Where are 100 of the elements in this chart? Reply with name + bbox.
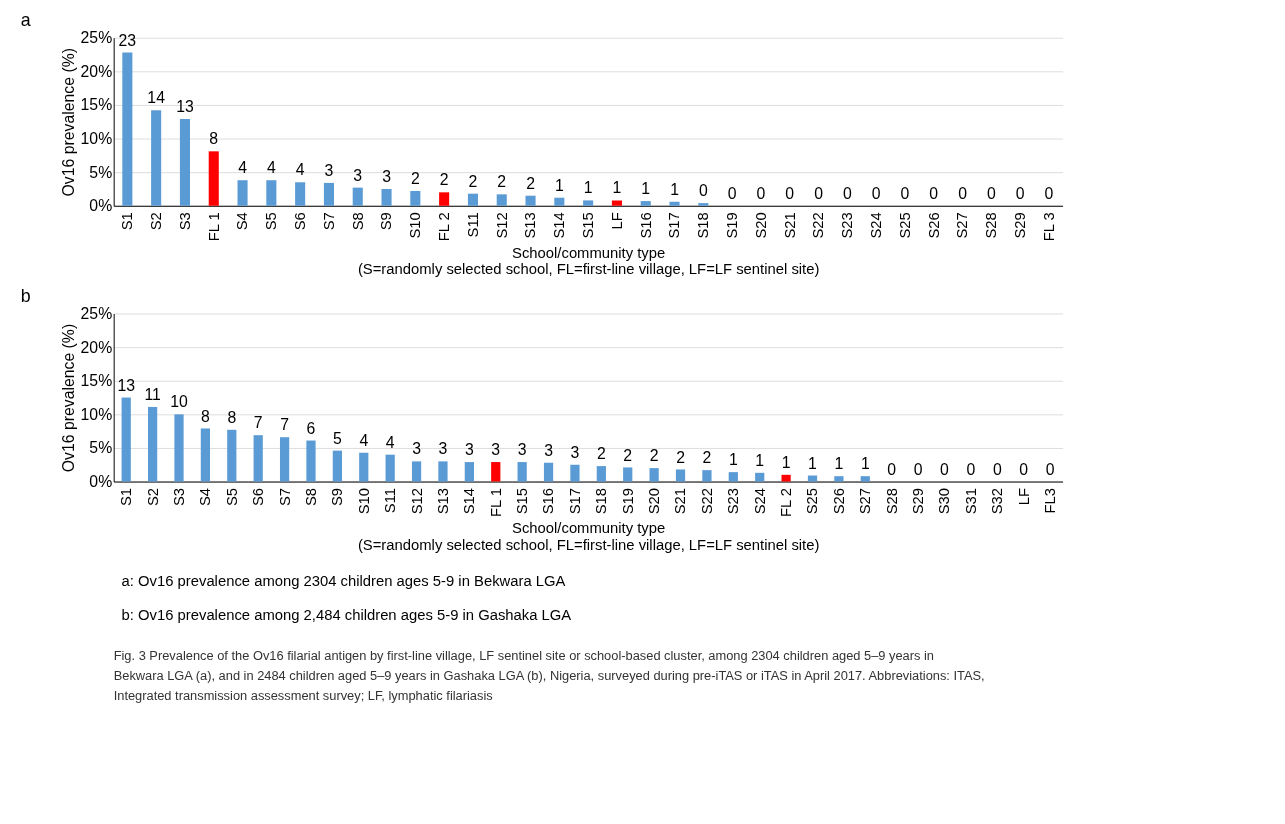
bar [496,194,507,206]
y-tick-label: 20% [80,338,113,356]
bar [385,454,395,482]
x-tick-label: S32 [989,487,1006,515]
data-label: 14 [147,89,166,107]
bar [467,193,478,206]
chart-title: a [20,9,31,30]
x-tick-label: FL 2 [436,212,453,242]
data-label: 0 [966,460,976,478]
bar [583,200,594,206]
caption: Fig. 3 Prevalence of the Ov16 filarial antigen by first-line village, LF sentinel site or school-based cluster, among 2304 children aged 5–9 years in Bekwara LGA (a), and in 2484 children aged 5–9 years in Gashaka LGA (b), Nigeria, surveyed during pre-iTAS or iTAS in April 2017. Abbreviations: ITAS, Integrated transmission assessment survey; LF, lymphatic filariasis [113,648,985,703]
data-label: 2 [676,448,685,466]
y-tick-label: 25% [80,29,113,47]
data-label: 0 [1015,184,1025,202]
x-tick-label: S31 [962,487,979,515]
data-label: 3 [382,168,392,186]
bar [253,435,263,482]
x-axis-title: School/community type (S=randomly selected school, FL=first-line village, LF=LF sentinel site) [357,520,820,554]
x-tick-label: S1 [119,212,136,231]
data-label: 0 [785,184,795,202]
x-tick-label: S19 [724,212,741,239]
data-label: 3 [353,166,363,184]
data-label: 0 [698,182,708,200]
x-tick-label: S10 [355,487,372,515]
data-label: 1 [641,180,651,198]
x-tick-label: S21 [781,212,798,239]
x-tick-label: S29 [910,487,927,515]
x-tick-label: S11 [382,487,399,514]
data-label: 0 [1045,460,1055,478]
x-tick-label: S4 [197,487,214,507]
data-label: 0 [900,184,910,202]
data-label: 3 [438,440,448,458]
bar [227,429,237,482]
x-tick-label: S5 [223,487,240,507]
data-label: 0 [756,184,766,202]
data-label: 0 [887,460,897,478]
bar [554,197,565,206]
x-tick-label: S23 [725,487,742,515]
data-label: 2 [526,174,535,192]
chart-title: b [20,285,31,306]
x-tick-label: S13 [522,212,539,239]
data-label: 0 [814,184,824,202]
data-label: 1 [781,453,791,471]
data-label: 0 [940,460,950,478]
bar [755,472,765,482]
x-tick-label: S6 [292,212,309,231]
data-label: 8 [227,408,237,426]
data-label: 0 [913,460,923,478]
data-label: 0 [1044,184,1054,202]
data-label: 13 [176,98,194,116]
bar [410,190,421,206]
x-tick-label: FL 2 [778,487,795,518]
bar [834,476,844,482]
bar [623,467,633,482]
bar [596,466,606,482]
x-tick-label: S11 [464,212,481,238]
data-label: 1 [612,179,622,197]
data-label: 8 [209,130,219,148]
bar [464,462,474,482]
data-label: 3 [412,440,422,458]
bar [352,187,363,206]
data-label: 2 [439,171,449,189]
bar [438,461,448,482]
bar [208,151,219,206]
data-label: 1 [834,455,844,473]
x-tick-label: S7 [320,212,337,231]
y-tick-label: 5% [89,163,113,181]
bar [306,440,316,482]
text: b: Ov16 prevalence among 2,484 children ages 5-9 in Gashaka LGA [121,607,572,624]
x-tick-label: S26 [925,212,942,239]
data-label: 2 [623,446,633,464]
data-label: 7 [280,416,289,434]
data-label: 2 [702,449,712,467]
data-label: 1 [808,454,818,472]
data-label: 23 [118,31,137,49]
data-label: 7 [253,414,263,432]
data-label: 3 [464,441,474,459]
x-tick-label: S27 [857,487,874,515]
bar [381,188,392,206]
data-label: 2 [649,447,659,465]
x-tick-label: S4 [234,212,251,231]
x-tick-label: S19 [619,487,636,515]
data-label: 3 [544,441,554,459]
bar [517,462,527,482]
data-label: 3 [517,441,527,459]
x-tick-label: FL 3 [1040,212,1057,242]
bar [543,462,554,482]
x-tick-label: S20 [646,487,663,515]
data-label: 0 [986,184,996,202]
x-tick-label: S2 [144,487,161,507]
bar [179,119,190,206]
y-tick-label: 15% [80,96,113,114]
x-tick-label: S16 [637,212,654,239]
data-label: 2 [497,173,507,191]
bar [359,452,369,482]
data-label: 0 [727,184,737,202]
bar [266,180,277,206]
bar [295,182,306,206]
x-tick-label: S17 [566,487,583,515]
y-tick-label: 10% [80,129,113,147]
